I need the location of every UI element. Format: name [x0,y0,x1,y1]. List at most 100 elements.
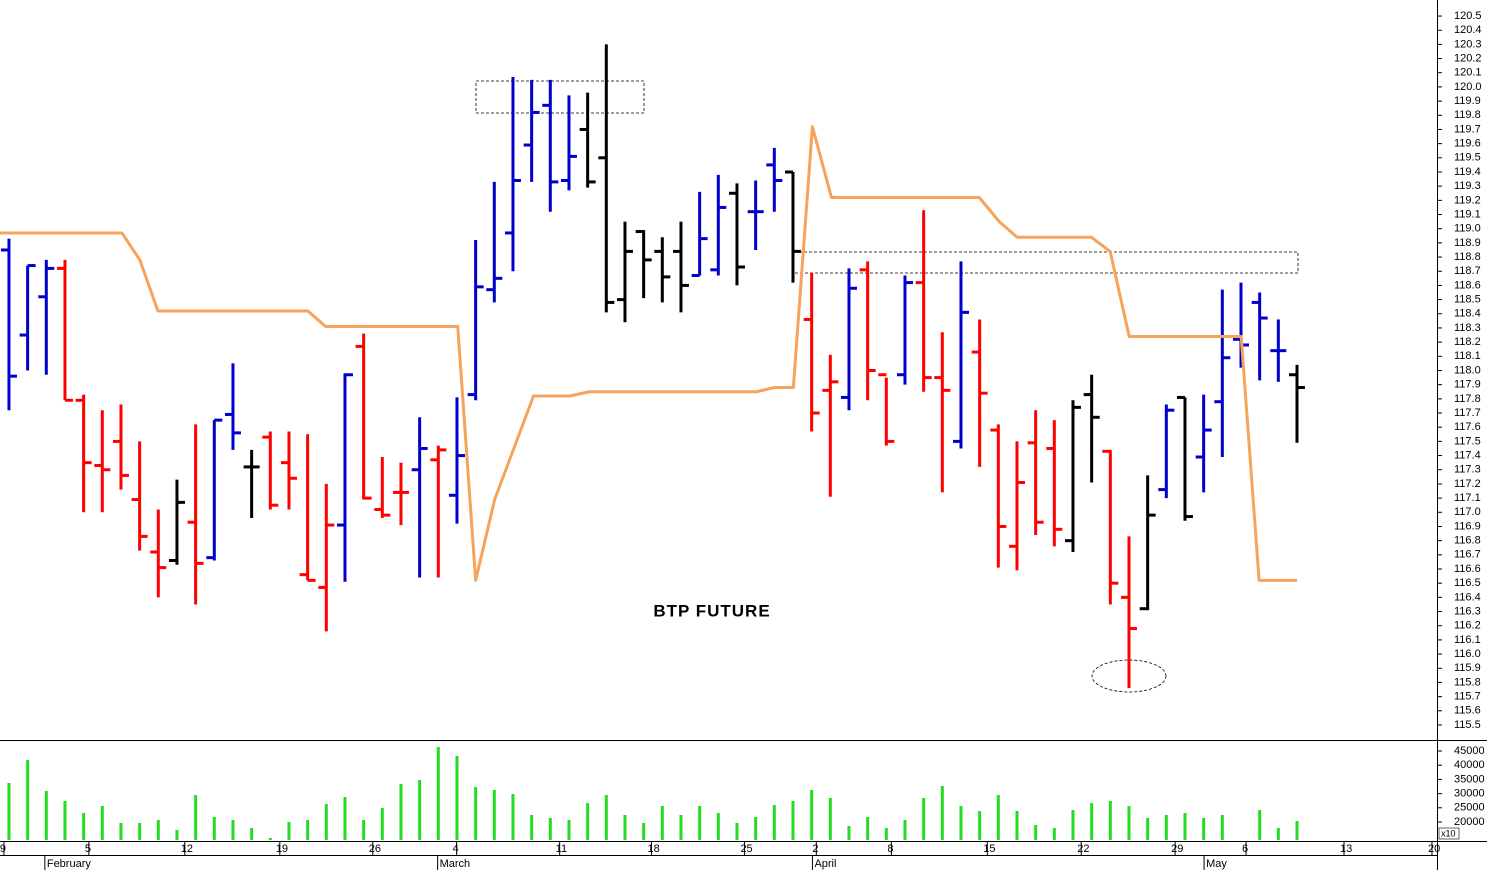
volume-bar [978,810,982,840]
y-tick-label: 118.7 [1454,265,1481,277]
month-label: April [814,858,836,870]
volume-bar [1071,810,1075,840]
y-tick-label: 117.2 [1454,478,1481,490]
volume-bar [1183,812,1187,840]
y-tick-label: 119.8 [1454,109,1481,121]
volume-bar [138,822,142,840]
y-tick-label: 120.5 [1454,10,1482,22]
y-tick-label: 116.1 [1454,634,1481,646]
volume-bar [175,830,179,840]
volume-bar [996,794,1000,840]
volume-bar [847,826,851,840]
y-tick-label: 118.1 [1454,350,1481,362]
volume-bar [1258,810,1262,840]
x-tick-label: 9 [0,843,6,855]
volume-bar [1015,810,1019,840]
y-tick-label: 115.5 [1454,719,1481,731]
y-tick-label: 120.0 [1454,81,1482,93]
volume-bar [940,785,944,840]
y-tick-label: 118.6 [1454,279,1481,291]
volume-bar [399,784,403,840]
x-tick-label: 25 [740,843,752,855]
x-tick-label: 8 [887,843,893,855]
volume-bar [698,806,702,840]
resistance-band [793,251,1299,274]
volume-bar [1276,827,1280,840]
y-tick-label: 116.3 [1454,605,1481,617]
chart-title: BTP FUTURE [653,601,770,620]
y-tick-label: 116.7 [1454,549,1481,561]
y-tick-label: 117.7 [1454,407,1481,419]
y-tick-label: 30000 [1454,788,1485,800]
y-tick-label: 117.5 [1454,435,1481,447]
volume-bar [119,822,123,840]
volume-bar [754,817,758,840]
volume-bar [530,814,534,840]
volume-bar [306,820,310,840]
volume-bar [380,808,384,840]
volume-bar [1295,821,1299,840]
y-tick-label: 118.0 [1454,364,1481,376]
x-tick-label: 11 [556,843,567,855]
y-tick-label: 118.8 [1454,251,1481,263]
volume-bar [660,806,664,840]
y-tick-label: 116.0 [1454,648,1481,660]
volume-bar [1202,817,1206,840]
stop-line [0,125,1297,582]
volume-bar [623,814,627,840]
y-tick-label: 116.6 [1454,563,1481,575]
x-tick-label: 19 [276,843,288,855]
y-tick-label: 117.4 [1454,449,1481,461]
y-tick-label: 116.4 [1454,591,1481,603]
x-tick-label: 26 [369,843,381,855]
volume-bar [567,820,571,840]
volume-bar [735,822,739,840]
y-tick-label: 118.2 [1454,336,1481,348]
y-tick-label: 116.9 [1454,520,1481,532]
volume-bar [642,822,646,840]
y-tick-label: 117.6 [1454,421,1481,433]
volume-bar [455,755,459,840]
x-tick-label: 18 [647,843,659,855]
volume-bar [250,827,254,840]
y-tick-label: 117.9 [1454,379,1481,391]
y-tick-label: 115.8 [1454,676,1481,688]
y-tick-label: 119.3 [1454,180,1481,192]
volume-bar [772,804,776,840]
volume-bar [903,820,907,840]
y-tick-label: 118.3 [1454,322,1481,334]
x-tick-label: 29 [1171,843,1183,855]
volume-bar [866,817,870,840]
x-tick-label: 20 [1428,843,1440,855]
volume-bar [212,817,216,840]
volume-bar [231,820,235,840]
y-tick-label: 116.2 [1454,620,1481,632]
y-tick-label: 25000 [1454,802,1485,814]
volume-bar [324,803,328,840]
volume-bar [44,790,48,840]
volume-bar [679,814,683,840]
volume-bar [1034,825,1038,840]
low-marker [1091,659,1167,693]
x-tick-label: 13 [1340,843,1352,855]
x-tick-label: 22 [1077,843,1089,855]
volume-bar [1164,814,1168,840]
y-tick-label: 118.4 [1454,308,1481,320]
y-tick-label: 117.1 [1454,492,1481,504]
y-tick-label: 119.6 [1454,138,1481,150]
volume-bar [810,789,814,840]
volume-bar [82,812,86,840]
volume-bar [1146,817,1150,840]
volume-bar [922,798,926,840]
y-tick-label: 119.2 [1454,194,1481,206]
volume-multiplier: x10 [1441,828,1456,838]
y-tick-label: 115.9 [1454,662,1481,674]
volume-bar [1127,806,1131,840]
y-tick-label: 120.1 [1454,67,1482,79]
y-tick-label: 119.7 [1454,123,1481,135]
volume-bar [418,779,422,840]
y-tick-label: 119.5 [1454,152,1481,164]
y-tick-label: 117.3 [1454,464,1481,476]
month-label: February [47,858,92,870]
y-tick-label: 117.8 [1454,393,1481,405]
